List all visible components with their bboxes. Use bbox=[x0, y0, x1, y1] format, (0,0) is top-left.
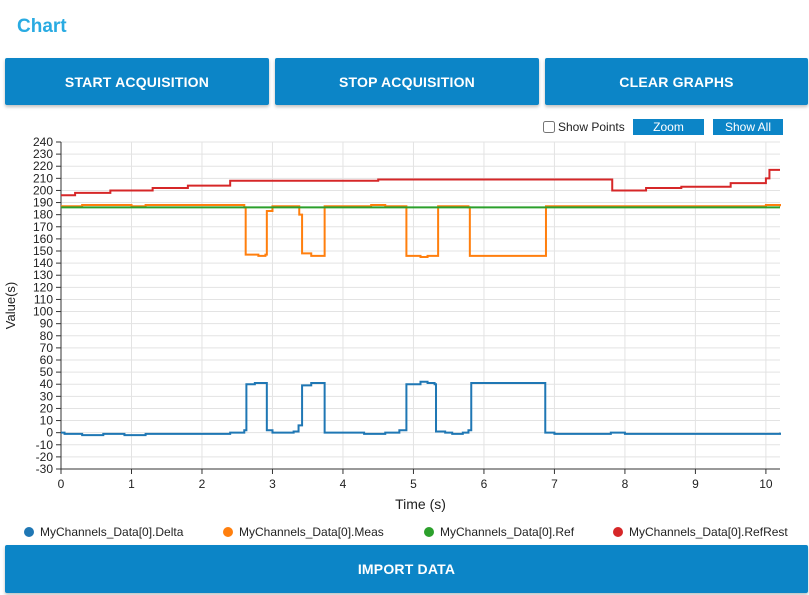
series-line-delta bbox=[61, 380, 781, 437]
y-tick-label: 120 bbox=[33, 280, 53, 294]
y-tick-label: 190 bbox=[33, 196, 53, 210]
y-axis-label: Value(s) bbox=[3, 282, 18, 329]
y-tick-label: 140 bbox=[33, 256, 53, 270]
page-title: Chart bbox=[17, 16, 67, 37]
line-chart[interactable]: -30-20-100102030405060708090100110120130… bbox=[0, 135, 809, 520]
y-tick-label: 80 bbox=[40, 329, 54, 343]
y-tick-label: -20 bbox=[36, 450, 54, 464]
x-tick-label: 4 bbox=[340, 477, 347, 491]
y-tick-label: 90 bbox=[40, 317, 54, 331]
start-acquisition-button[interactable]: START ACQUISITION bbox=[5, 58, 269, 105]
series-line-refrest bbox=[61, 168, 780, 197]
y-tick-label: 180 bbox=[33, 208, 53, 222]
y-tick-label: 100 bbox=[33, 305, 53, 319]
y-tick-label: -10 bbox=[36, 438, 54, 452]
legend-item-meas[interactable]: MyChannels_Data[0].Meas bbox=[223, 525, 384, 539]
y-tick-label: 20 bbox=[40, 401, 54, 415]
stop-acquisition-button[interactable]: STOP ACQUISITION bbox=[275, 58, 539, 105]
y-tick-label: 30 bbox=[40, 389, 54, 403]
y-tick-label: 50 bbox=[40, 365, 54, 379]
legend-dot-icon bbox=[424, 527, 434, 537]
y-tick-label: 230 bbox=[33, 147, 53, 161]
y-tick-label: 40 bbox=[40, 377, 54, 391]
zoom-button[interactable]: Zoom bbox=[633, 119, 704, 135]
legend-item-ref[interactable]: MyChannels_Data[0].Ref bbox=[424, 525, 574, 539]
legend-item-delta[interactable]: MyChannels_Data[0].Delta bbox=[24, 525, 183, 539]
legend-dot-icon bbox=[613, 527, 623, 537]
legend-dot-icon bbox=[223, 527, 233, 537]
x-tick-label: 1 bbox=[128, 477, 135, 491]
x-tick-label: 0 bbox=[58, 477, 65, 491]
y-tick-label: 220 bbox=[33, 159, 53, 173]
y-tick-label: -30 bbox=[36, 462, 54, 476]
y-tick-label: 0 bbox=[46, 426, 53, 440]
series-line-meas bbox=[61, 203, 781, 259]
show-all-button[interactable]: Show All bbox=[713, 119, 783, 135]
y-tick-label: 110 bbox=[34, 292, 53, 306]
legend-label: MyChannels_Data[0].Meas bbox=[239, 525, 384, 539]
y-tick-label: 70 bbox=[40, 341, 54, 355]
show-points-label: Show Points bbox=[558, 120, 625, 134]
x-tick-label: 3 bbox=[269, 477, 276, 491]
y-tick-label: 200 bbox=[33, 183, 53, 197]
y-tick-label: 210 bbox=[33, 171, 53, 185]
legend-dot-icon bbox=[24, 527, 34, 537]
show-points-checkbox[interactable] bbox=[543, 121, 555, 133]
legend-item-refrest[interactable]: MyChannels_Data[0].RefRest bbox=[613, 525, 788, 539]
y-tick-label: 240 bbox=[33, 135, 53, 149]
y-tick-label: 130 bbox=[33, 268, 53, 282]
y-tick-label: 160 bbox=[33, 232, 53, 246]
x-tick-label: 10 bbox=[759, 477, 773, 491]
import-data-button[interactable]: IMPORT DATA bbox=[5, 545, 808, 593]
show-points-toggle[interactable]: Show Points bbox=[543, 120, 625, 134]
x-axis-label: Time (s) bbox=[395, 496, 446, 512]
y-tick-label: 170 bbox=[33, 220, 53, 234]
clear-graphs-button[interactable]: CLEAR GRAPHS bbox=[545, 58, 808, 105]
x-tick-label: 7 bbox=[551, 477, 558, 491]
x-tick-label: 6 bbox=[481, 477, 488, 491]
x-tick-label: 2 bbox=[199, 477, 206, 491]
legend-label: MyChannels_Data[0].RefRest bbox=[629, 525, 788, 539]
legend-label: MyChannels_Data[0].Delta bbox=[40, 525, 184, 539]
legend-label: MyChannels_Data[0].Ref bbox=[440, 525, 575, 539]
y-tick-label: 60 bbox=[40, 353, 54, 367]
x-tick-label: 9 bbox=[692, 477, 699, 491]
x-tick-label: 5 bbox=[410, 477, 417, 491]
y-tick-label: 150 bbox=[33, 244, 53, 258]
x-tick-label: 8 bbox=[622, 477, 629, 491]
y-tick-label: 10 bbox=[40, 414, 54, 428]
